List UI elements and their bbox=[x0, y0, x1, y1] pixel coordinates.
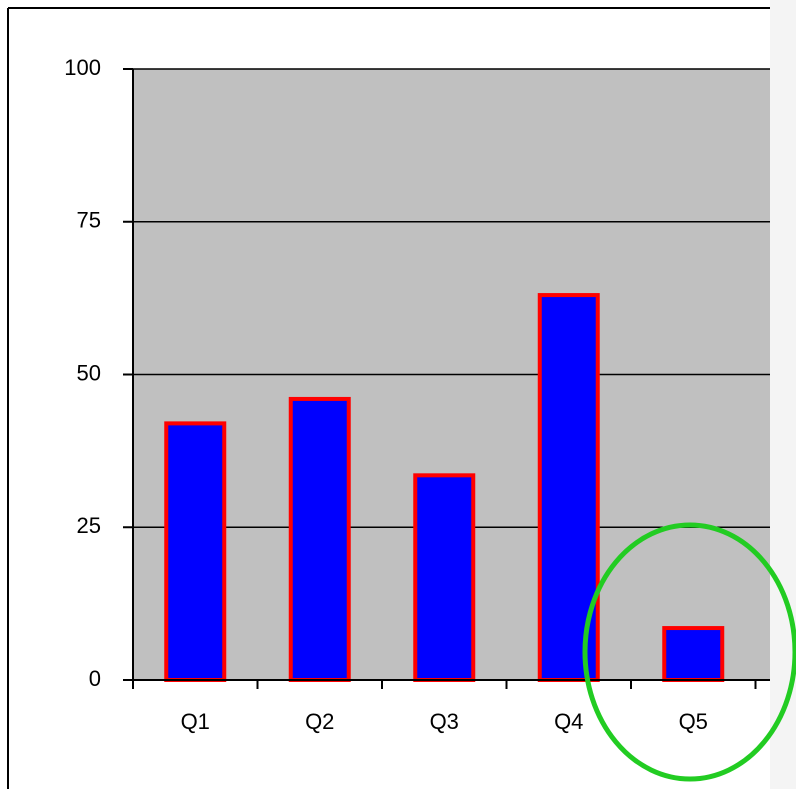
right-margin bbox=[770, 0, 796, 789]
x-tick-label: Q3 bbox=[430, 709, 459, 734]
x-tick-label: Q1 bbox=[181, 709, 210, 734]
bar bbox=[662, 626, 725, 683]
bar bbox=[537, 293, 600, 682]
bar bbox=[413, 473, 476, 682]
bar bbox=[288, 396, 351, 682]
x-tick-label: Q4 bbox=[554, 709, 583, 734]
y-tick-label: 0 bbox=[89, 666, 101, 691]
y-tick-label: 25 bbox=[77, 513, 101, 538]
y-tick-label: 75 bbox=[77, 208, 101, 233]
y-tick-label: 50 bbox=[77, 360, 101, 385]
y-tick-label: 100 bbox=[64, 55, 101, 80]
bar bbox=[164, 421, 227, 682]
x-tick-label: Q2 bbox=[305, 709, 334, 734]
x-tick-label: Q5 bbox=[679, 709, 708, 734]
highlight-circle bbox=[582, 522, 796, 782]
